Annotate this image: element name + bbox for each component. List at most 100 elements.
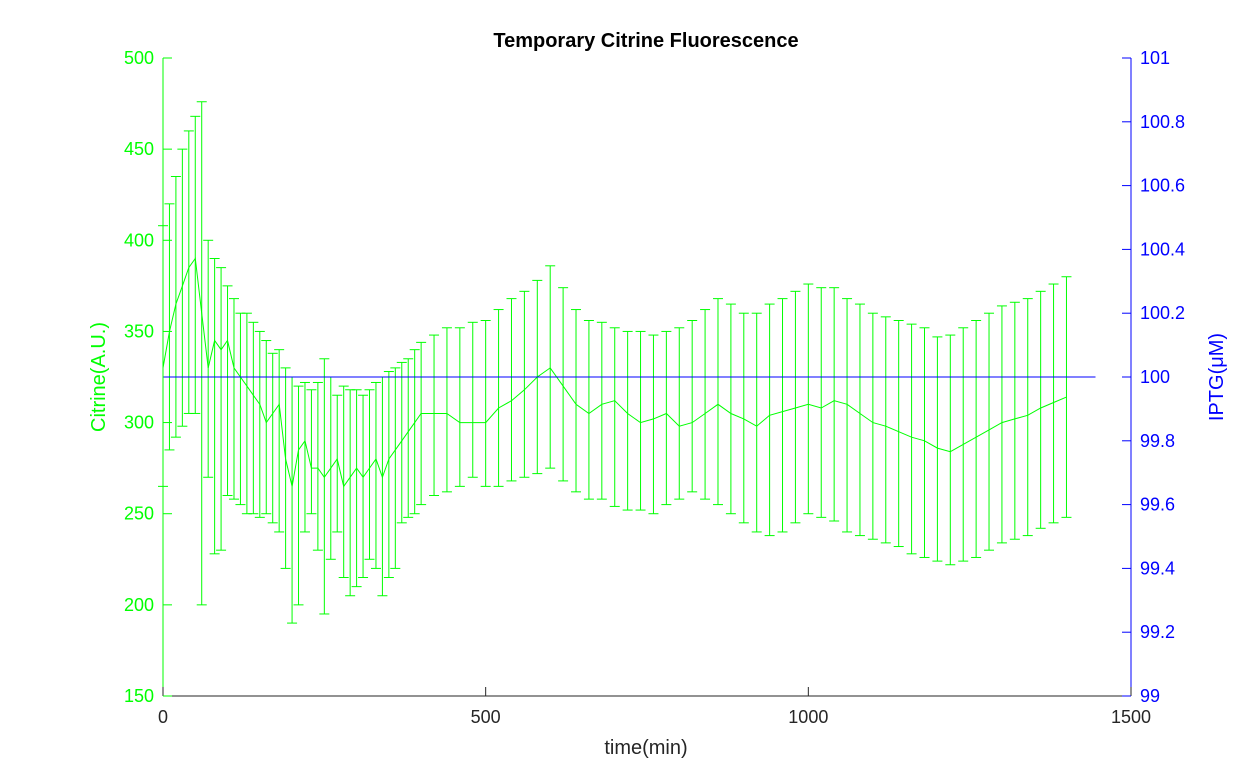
errorbar [454, 327, 465, 487]
errorbar [622, 330, 633, 511]
errorbar [996, 305, 1007, 544]
errorbar [332, 394, 343, 533]
errorbar [377, 376, 388, 597]
errorbar [177, 148, 188, 427]
errorbar [893, 319, 904, 548]
errorbar [267, 352, 278, 524]
errorbar [1022, 298, 1033, 537]
citrine-line [162, 257, 1067, 488]
right-tick-label: 100.6 [1140, 176, 1185, 196]
errorbar [306, 389, 317, 515]
errorbar [919, 327, 930, 558]
errorbar [190, 115, 201, 414]
right-tick-label: 100.4 [1140, 239, 1185, 259]
errorbar [209, 258, 220, 555]
errorbar [854, 303, 865, 537]
errorbar [687, 319, 698, 493]
errorbar [777, 298, 788, 533]
errorbar [1035, 290, 1046, 529]
errorbar [274, 349, 285, 533]
errorbar [390, 367, 401, 569]
errorbar [583, 319, 594, 500]
errorbar [1009, 301, 1020, 540]
errorbar [183, 130, 194, 414]
errorbar [725, 303, 736, 515]
errorbar [228, 298, 239, 500]
errorbar-layer [158, 101, 1072, 624]
x-tick-label: 1000 [788, 707, 828, 727]
errorbar [280, 367, 291, 569]
errorbar [441, 327, 452, 493]
errorbar [751, 312, 762, 533]
errorbar [299, 381, 310, 533]
errorbar [867, 312, 878, 540]
right-tick-label: 99.8 [1140, 431, 1175, 451]
left-tick-label: 150 [124, 686, 154, 706]
errorbar [635, 330, 646, 511]
errorbar [519, 290, 530, 478]
errorbar [467, 321, 478, 478]
errorbar [984, 312, 995, 551]
left-tick-label: 200 [124, 595, 154, 615]
line-layer [162, 257, 1096, 488]
errorbar [370, 381, 381, 569]
right-tick-label: 100.8 [1140, 112, 1185, 132]
errorbar [932, 336, 943, 562]
errorbar [764, 303, 775, 537]
errorbar [661, 330, 672, 506]
right-tick-label: 100 [1140, 367, 1170, 387]
errorbar [416, 341, 427, 506]
errorbar [480, 319, 491, 487]
right-tick-label: 99.4 [1140, 558, 1175, 578]
left-axis-label: Citrine(A.U.) [88, 322, 110, 432]
errorbar [293, 385, 304, 606]
x-tick-label: 1500 [1111, 707, 1151, 727]
errorbar [319, 358, 330, 615]
errorbar [254, 330, 265, 518]
errorbar [338, 385, 349, 579]
errorbar [396, 361, 407, 524]
errorbar [700, 309, 711, 500]
x-axis-label: time(min) [604, 737, 687, 759]
errorbar [829, 287, 840, 522]
errorbar [261, 340, 272, 515]
errorbar [842, 298, 853, 533]
right-tick-label: 99 [1140, 686, 1160, 706]
errorbar [596, 321, 607, 500]
errorbar [971, 319, 982, 558]
errorbar [241, 312, 252, 515]
errorbar [545, 265, 556, 469]
left-tick-label: 500 [124, 48, 154, 68]
errorbar [506, 298, 517, 482]
errorbar [816, 287, 827, 518]
left-tick-label: 350 [124, 321, 154, 341]
errorbar [674, 327, 685, 500]
errorbar [216, 267, 227, 551]
right-axis-label: IPTG(μM) [1206, 333, 1228, 421]
errorbar [222, 285, 233, 496]
errorbar [164, 203, 175, 451]
errorbar [803, 283, 814, 515]
right-tick-label: 99.2 [1140, 622, 1175, 642]
right-tick-label: 99.6 [1140, 495, 1175, 515]
errorbar [312, 381, 323, 551]
errorbar [493, 309, 504, 487]
plot-area [158, 101, 1096, 624]
errorbar [409, 349, 420, 515]
right-tick-label: 101 [1140, 48, 1170, 68]
errorbar [648, 334, 659, 515]
errorbar [558, 287, 569, 482]
errorbar [196, 101, 207, 606]
errorbar [170, 175, 181, 438]
errorbar [383, 371, 394, 579]
errorbar [248, 321, 259, 515]
right-tick-label: 100.2 [1140, 303, 1185, 323]
errorbar [609, 327, 620, 507]
errorbar [790, 290, 801, 524]
errorbar [906, 323, 917, 555]
errorbar [712, 298, 723, 506]
errorbar [738, 312, 749, 524]
left-tick-label: 400 [124, 230, 154, 250]
errorbar [235, 312, 246, 506]
